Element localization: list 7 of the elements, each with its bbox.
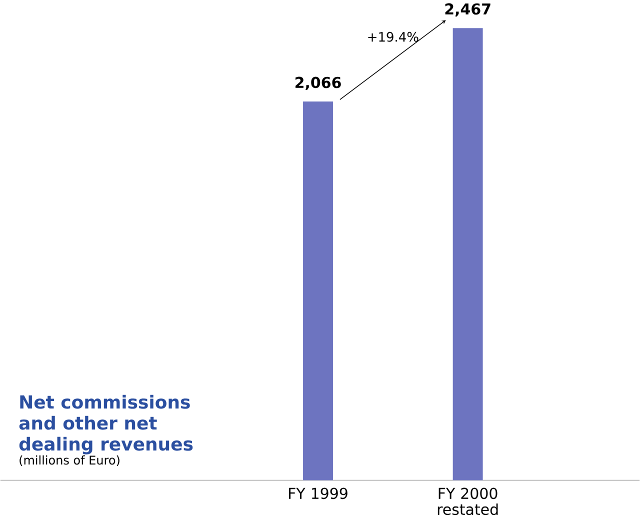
x-tick-label: FY 2000 restated	[438, 488, 498, 515]
text: Net commissions and other net dealing revenues	[19, 394, 193, 454]
data-label: 2,467	[445, 3, 490, 16]
x-tick-label: FY 1999	[289, 488, 348, 499]
data-label: 2,066	[296, 76, 341, 90]
text: (millions of Euro)	[20, 455, 120, 466]
annotation: +19.4%	[368, 32, 418, 42]
